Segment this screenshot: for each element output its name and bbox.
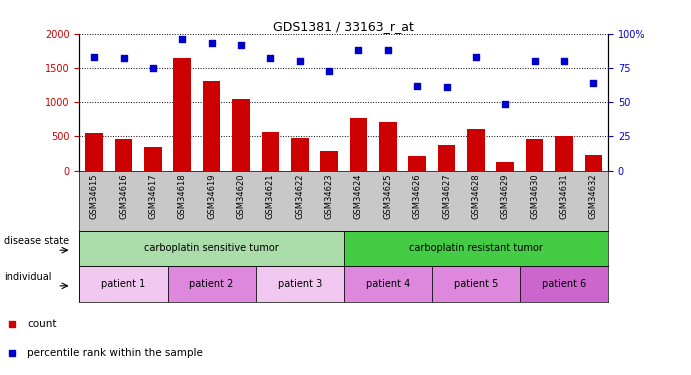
- Text: carboplatin resistant tumor: carboplatin resistant tumor: [409, 243, 543, 254]
- Bar: [320, 151, 338, 171]
- Bar: [344, 266, 432, 302]
- Point: [588, 80, 599, 86]
- Point: [412, 83, 423, 89]
- Text: GSM34623: GSM34623: [325, 174, 334, 219]
- Bar: [202, 81, 220, 171]
- Text: individual: individual: [4, 272, 51, 282]
- Point: [118, 56, 129, 62]
- Point: [529, 58, 540, 64]
- Bar: [555, 136, 573, 171]
- Point: [471, 54, 482, 60]
- Bar: [115, 139, 132, 171]
- Point: [558, 58, 569, 64]
- Text: GSM34628: GSM34628: [471, 174, 480, 219]
- Bar: [350, 118, 367, 171]
- Text: GSM34630: GSM34630: [530, 174, 539, 219]
- Text: patient 2: patient 2: [189, 279, 234, 289]
- Text: GSM34631: GSM34631: [560, 174, 569, 219]
- Point: [265, 56, 276, 62]
- Title: GDS1381 / 33163_r_at: GDS1381 / 33163_r_at: [274, 20, 414, 33]
- Point: [353, 47, 364, 53]
- Text: patient 6: patient 6: [542, 279, 586, 289]
- Bar: [408, 156, 426, 171]
- Bar: [85, 133, 103, 171]
- Point: [500, 100, 511, 106]
- Bar: [526, 139, 543, 171]
- Point: [177, 36, 188, 42]
- Text: GSM34616: GSM34616: [119, 174, 128, 219]
- Bar: [144, 147, 162, 171]
- Text: GSM34619: GSM34619: [207, 174, 216, 219]
- Text: GSM34618: GSM34618: [178, 174, 187, 219]
- Bar: [173, 58, 191, 171]
- Text: GSM34632: GSM34632: [589, 174, 598, 219]
- Point: [236, 42, 247, 48]
- Text: patient 3: patient 3: [278, 279, 322, 289]
- Bar: [79, 231, 344, 266]
- Text: GSM34620: GSM34620: [236, 174, 245, 219]
- Text: GSM34624: GSM34624: [354, 174, 363, 219]
- Text: patient 5: patient 5: [454, 279, 498, 289]
- Point: [323, 68, 334, 74]
- Bar: [291, 138, 308, 171]
- Bar: [520, 266, 608, 302]
- Text: carboplatin sensitive tumor: carboplatin sensitive tumor: [144, 243, 279, 254]
- Bar: [585, 155, 602, 171]
- Point: [206, 40, 217, 46]
- Text: count: count: [28, 319, 57, 329]
- Point: [382, 47, 393, 53]
- Text: GSM34629: GSM34629: [501, 174, 510, 219]
- Bar: [344, 231, 608, 266]
- Text: GSM34622: GSM34622: [295, 174, 304, 219]
- Text: GSM34626: GSM34626: [413, 174, 422, 219]
- Text: GSM34627: GSM34627: [442, 174, 451, 219]
- Point: [294, 58, 305, 64]
- Bar: [256, 266, 343, 302]
- Point: [441, 84, 452, 90]
- Text: disease state: disease state: [4, 236, 69, 246]
- Text: GSM34621: GSM34621: [266, 174, 275, 219]
- Bar: [379, 122, 397, 171]
- Bar: [79, 266, 167, 302]
- Bar: [437, 145, 455, 171]
- Bar: [432, 266, 520, 302]
- Text: patient 4: patient 4: [366, 279, 410, 289]
- Bar: [232, 99, 249, 171]
- Text: patient 1: patient 1: [102, 279, 146, 289]
- Bar: [467, 129, 484, 171]
- Point: [88, 54, 100, 60]
- Bar: [496, 162, 514, 171]
- Text: percentile rank within the sample: percentile rank within the sample: [28, 348, 203, 358]
- Text: GSM34615: GSM34615: [90, 174, 99, 219]
- Bar: [261, 132, 279, 171]
- Bar: [167, 266, 256, 302]
- Text: GSM34625: GSM34625: [384, 174, 392, 219]
- Text: GSM34617: GSM34617: [149, 174, 158, 219]
- Point: [147, 65, 158, 71]
